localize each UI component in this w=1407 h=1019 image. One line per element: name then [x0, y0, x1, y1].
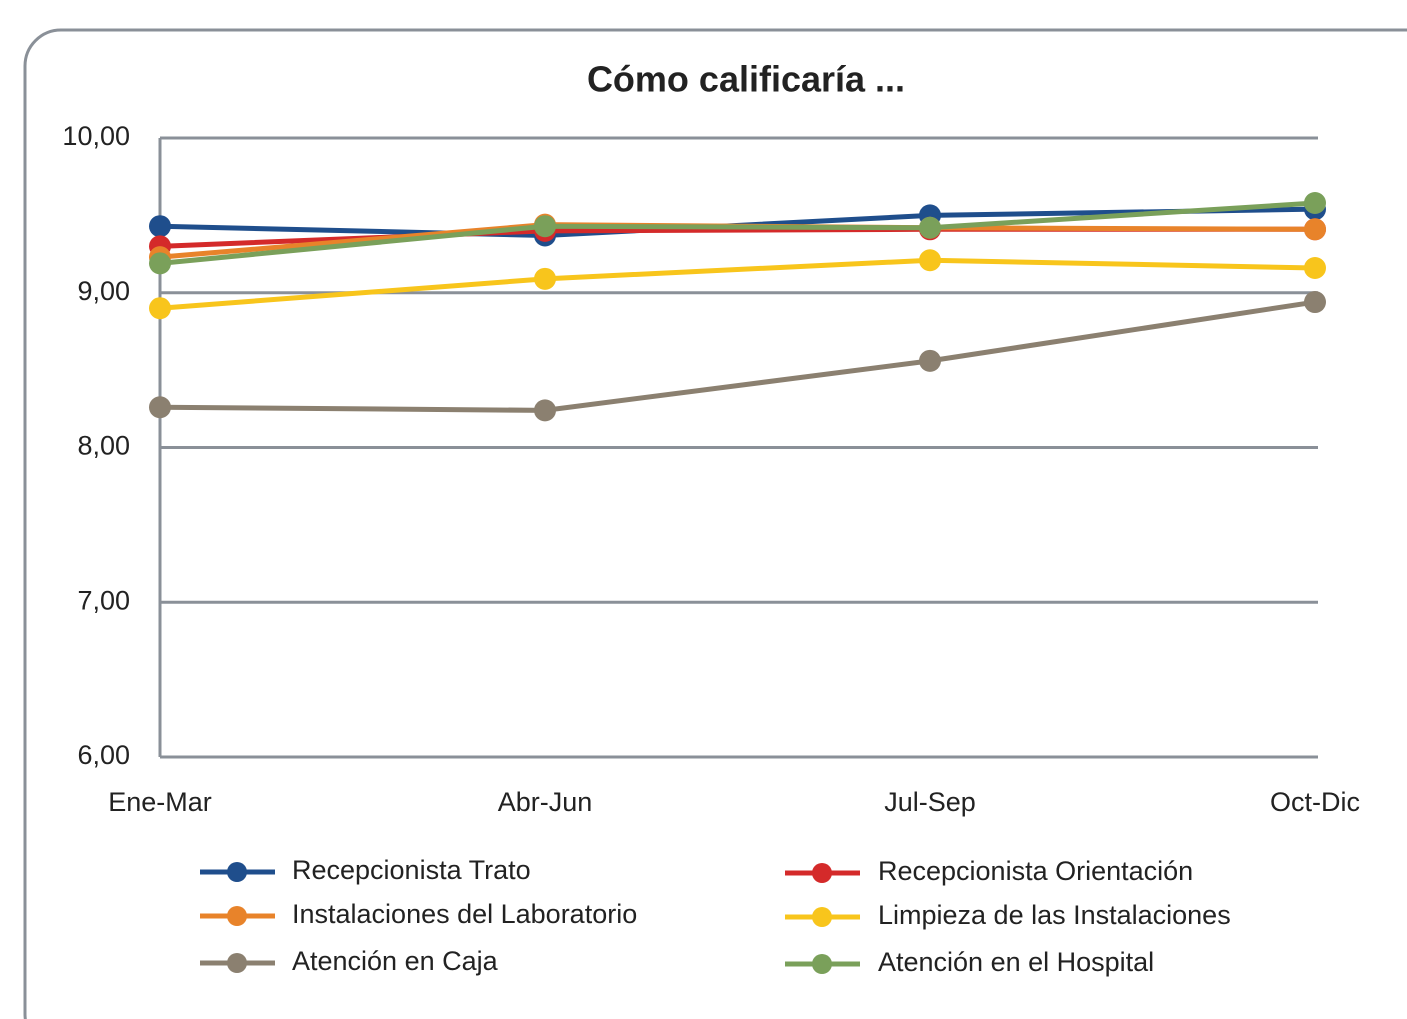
x-tick-label: Abr-Jun [498, 787, 593, 817]
series-line [159, 299, 1316, 413]
marker [149, 297, 171, 320]
x-tick-label: Oct-Dic [1270, 787, 1360, 817]
y-tick-label: 10,00 [62, 121, 130, 151]
legend-marker [812, 954, 832, 974]
marker [919, 249, 941, 272]
marker [1304, 218, 1326, 241]
marker [1304, 291, 1326, 314]
marker [149, 252, 171, 275]
x-tick-label: Jul-Sep [884, 787, 976, 817]
marker [534, 215, 556, 238]
marker [919, 216, 941, 239]
legend-label: Recepcionista Trato [292, 855, 531, 885]
legend-label: Instalaciones del Laboratorio [292, 899, 637, 929]
legend-label: Recepcionista Orientación [878, 856, 1193, 886]
legend-marker [227, 862, 247, 882]
legend-label: Atención en el Hospital [878, 947, 1154, 977]
legend-marker [812, 907, 832, 927]
series-line [159, 257, 1316, 311]
chart-title: Cómo calificaría ... [587, 59, 905, 100]
legend-label: Limpieza de las Instalaciones [878, 900, 1231, 930]
series-line [159, 200, 1316, 266]
marker [534, 267, 556, 290]
y-tick-label: 8,00 [77, 431, 130, 461]
legend-label: Atención en Caja [292, 946, 499, 976]
x-tick-label: Ene-Mar [108, 787, 212, 817]
legend-marker [227, 953, 247, 973]
y-tick-label: 6,00 [77, 740, 130, 770]
marker [1304, 256, 1326, 279]
marker [534, 399, 556, 422]
y-tick-label: 7,00 [77, 585, 130, 615]
marker [149, 215, 171, 238]
y-tick-label: 9,00 [77, 276, 130, 306]
marker [1304, 191, 1326, 214]
chart-frame [23, 28, 1407, 1019]
marker [919, 349, 941, 372]
marker [149, 396, 171, 419]
legend-marker [812, 863, 832, 883]
legend-marker [227, 906, 247, 926]
